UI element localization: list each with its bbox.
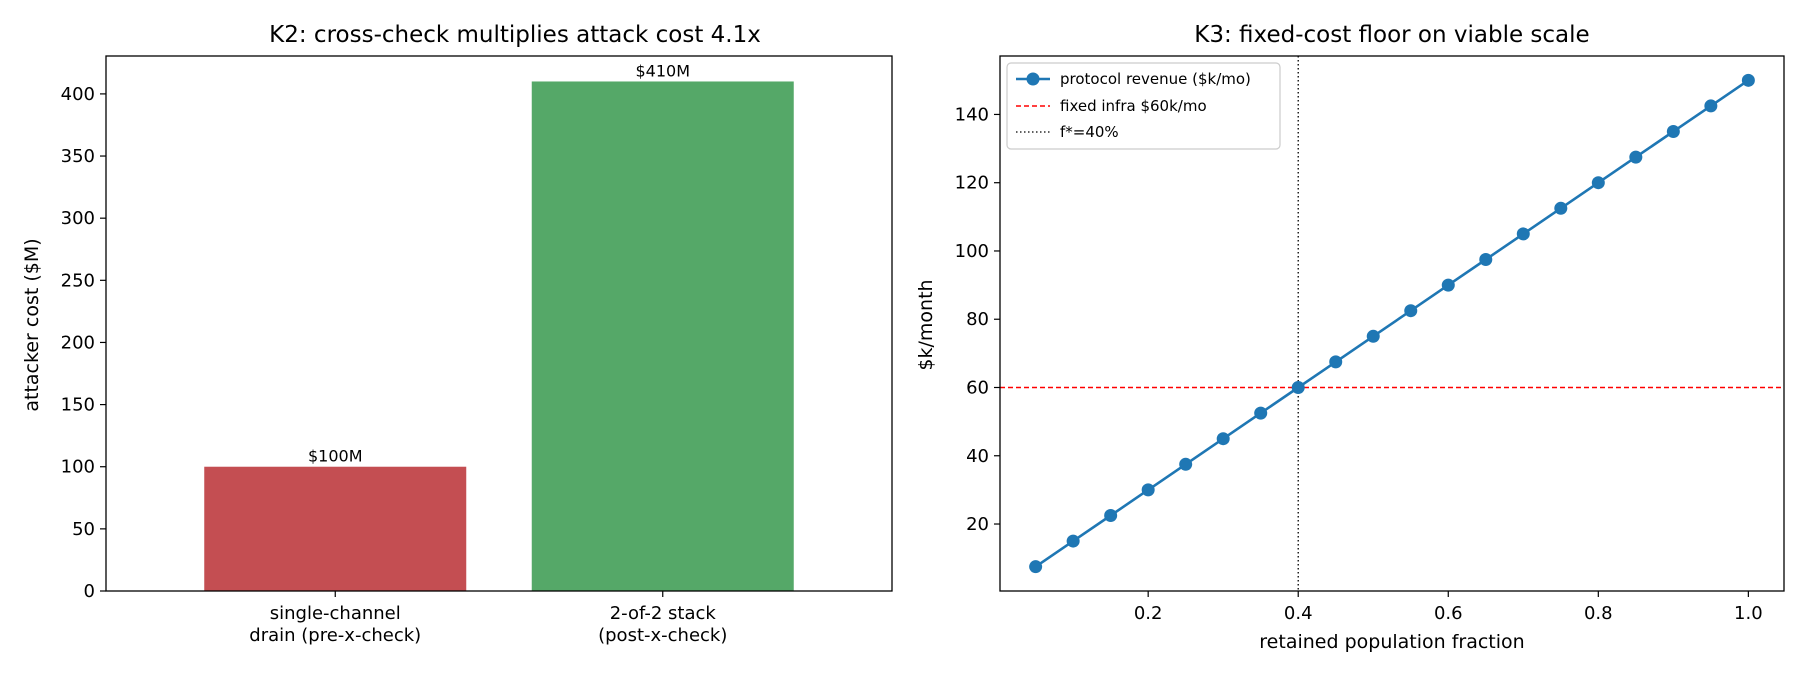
k3-revenue-point-3 [1104, 508, 1118, 522]
k3-y-tick-label-60: 60 [966, 377, 989, 398]
k2-x-tick-label-2-line-1: 2-of-2 stack [610, 603, 717, 624]
k3-revenue-point-20 [1741, 73, 1755, 87]
k3-legend-entry-f-star: f*=40% [1016, 123, 1119, 141]
k3-reference-lines [1000, 56, 1784, 591]
k2-y-tick-label-250: 250 [61, 270, 95, 291]
k3-revenue-point-10 [1366, 329, 1380, 343]
k2-y-tick-label-300: 300 [61, 208, 95, 229]
k3-legend-entry-fixed-infra: fixed infra $60k/mo [1016, 97, 1207, 115]
k3-revenue-point-2 [1066, 534, 1080, 548]
k2-y-tick-label-50: 50 [72, 519, 95, 540]
k2-x-tick-label-1-line-1: single-channel [270, 603, 401, 624]
k3-legend: protocol revenue ($k/mo) fixed infra $60… [1006, 62, 1281, 150]
k3-legend-revenue-label: protocol revenue ($k/mo) [1060, 70, 1251, 88]
k3-revenue-point-6 [1216, 432, 1230, 446]
k3-line-chart: K3: fixed-cost floor on viable scale $k/… [915, 22, 1785, 653]
k2-y-tick-label-200: 200 [61, 332, 95, 353]
k2-y-tick-label-100: 100 [61, 457, 95, 478]
k3-y-tick-label-80: 80 [966, 309, 989, 330]
k3-y-tick-label-120: 120 [955, 173, 989, 194]
k2-bar-chart: K2: cross-check multiplies attack cost 4… [21, 22, 893, 646]
k3-x-tick-label-0.4: 0.4 [1284, 603, 1313, 624]
k3-plot-frame [999, 55, 1785, 592]
k3-y-tick-label-100: 100 [955, 241, 989, 262]
k3-legend-revenue-marker-swatch [1026, 72, 1040, 86]
k2-bar-value-label-1: $100M [308, 447, 363, 466]
k3-y-tick-label-20: 20 [966, 514, 989, 535]
k2-y-axis-label: attacker cost ($M) [21, 238, 43, 411]
k2-bars [204, 81, 794, 591]
k2-x-tick-label-2-line-2: (post-x-check) [598, 625, 727, 646]
k3-revenue-point-17 [1629, 150, 1643, 164]
k3-revenue-point-11 [1404, 304, 1418, 318]
k3-x-tick-label-0.6: 0.6 [1434, 603, 1463, 624]
k2-plot-frame [105, 55, 893, 592]
k2-bar-labels: $100M $410M [308, 61, 690, 465]
k3-revenue-point-13 [1479, 253, 1493, 267]
k3-revenue-point-7 [1254, 406, 1268, 420]
k2-bar-1 [204, 466, 467, 591]
k3-y-axis-label: $k/month [915, 279, 937, 370]
k3-revenue-line [1034, 79, 1750, 568]
k3-revenue-point-16 [1591, 176, 1605, 190]
k3-legend-entry-revenue: protocol revenue ($k/mo) [1016, 70, 1251, 88]
k3-y-axis-ticks: 20 40 60 80 100 120 140 [955, 104, 1000, 535]
k3-legend-box [1006, 62, 1281, 150]
k3-x-tick-label-0.2: 0.2 [1134, 603, 1163, 624]
k3-x-axis-label: retained population fraction [1259, 631, 1524, 653]
k2-y-tick-label-150: 150 [61, 395, 95, 416]
k3-revenue-point-14 [1516, 227, 1530, 241]
k3-x-tick-label-1: 1.0 [1734, 603, 1763, 624]
k2-y-tick-label-0: 0 [84, 581, 95, 602]
k3-revenue-point-5 [1179, 457, 1193, 471]
k2-x-tick-label-1-line-2: drain (pre-x-check) [249, 625, 421, 646]
k2-bar-2 [531, 81, 794, 591]
k2-y-tick-label-400: 400 [61, 84, 95, 105]
k3-revenue-markers [1029, 73, 1755, 574]
k3-revenue-point-15 [1554, 201, 1568, 215]
k3-x-tick-label-0.8: 0.8 [1584, 603, 1613, 624]
k3-revenue-point-12 [1441, 278, 1455, 292]
k3-revenue-point-18 [1666, 125, 1680, 139]
k2-bar-value-label-2: $410M [635, 61, 690, 80]
k3-revenue-point-19 [1704, 99, 1718, 113]
k2-y-tick-label-350: 350 [61, 146, 95, 167]
k2-y-axis-ticks: 0 50 100 150 200 250 300 350 400 [61, 84, 106, 602]
k3-legend-f-star-label: f*=40% [1060, 123, 1119, 141]
k3-chart-title: K3: fixed-cost floor on viable scale [1194, 22, 1589, 48]
k3-revenue-point-8 [1291, 380, 1305, 394]
k3-revenue-point-9 [1329, 355, 1343, 369]
k3-revenue-point-4 [1141, 483, 1155, 497]
k3-y-tick-label-40: 40 [966, 446, 989, 467]
k2-chart-title: K2: cross-check multiplies attack cost 4… [269, 22, 761, 48]
k3-legend-fixed-infra-label: fixed infra $60k/mo [1060, 97, 1207, 115]
k3-revenue-point-1 [1029, 560, 1043, 574]
k3-x-axis-ticks: 0.2 0.4 0.6 0.8 1.0 [1134, 591, 1763, 624]
k3-y-tick-label-140: 140 [955, 104, 989, 125]
